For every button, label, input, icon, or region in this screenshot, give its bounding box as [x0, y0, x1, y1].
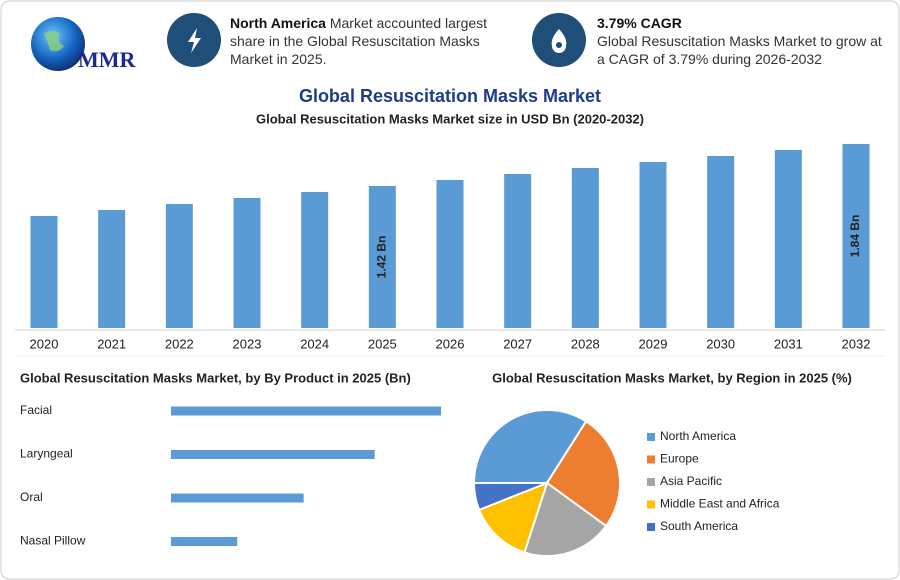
pie-slice [477, 481, 549, 554]
x-tick-label: 2028 [571, 336, 600, 351]
category-label: Nasal Pillow [20, 534, 86, 548]
logo-text: MMR [78, 47, 137, 72]
x-tick-label: 2024 [300, 336, 329, 351]
legend-label: North America [660, 429, 736, 443]
fact-text: Global Resuscitation Masks Market to gro… [597, 33, 882, 67]
bar [171, 450, 375, 459]
bar [30, 216, 58, 328]
legend-swatch [647, 523, 655, 531]
x-tick-label: 2025 [368, 336, 397, 351]
legend-swatch [647, 433, 655, 441]
legend-swatch [647, 500, 655, 509]
chart-title: Global Resuscitation Masks Market, by By… [20, 370, 411, 385]
fact-highlight: North America [230, 15, 326, 31]
bar [301, 192, 329, 328]
x-tick-label: 2027 [503, 336, 532, 351]
bolt-icon [188, 28, 201, 53]
x-tick-label: 2026 [436, 336, 465, 351]
bar [707, 156, 735, 328]
drop-icon-dot [556, 42, 562, 48]
x-tick-label: 2031 [774, 336, 803, 351]
value-label: 1.84 Bn [848, 215, 862, 258]
x-tick-label: 2029 [639, 336, 668, 351]
x-tick-label: 2023 [233, 336, 262, 351]
x-tick-label: 2021 [97, 336, 126, 351]
value-label: 1.42 Bn [375, 236, 389, 279]
bar [171, 493, 304, 503]
x-tick-label: 2030 [706, 336, 735, 351]
category-label: Laryngeal [20, 447, 73, 461]
pie-slice [472, 482, 548, 512]
x-tick-label: 2020 [30, 336, 59, 351]
bar [571, 168, 599, 328]
pie-slice [545, 419, 621, 528]
pie-slice [523, 481, 608, 557]
bar [639, 162, 667, 328]
drop-icon [551, 29, 567, 53]
bar [774, 150, 802, 328]
chart-title: Global Resuscitation Masks Market, by Re… [492, 370, 852, 385]
bar [171, 406, 441, 416]
x-tick-label: 2022 [165, 336, 194, 351]
legend-label: Asia Pacific [660, 474, 722, 488]
legend-swatch [647, 455, 655, 464]
chart-subtitle: Global Resuscitation Masks Market size i… [256, 111, 644, 126]
bar [233, 198, 261, 328]
fact-text: Market accounted largest share in the Gl… [230, 15, 488, 67]
category-label: Facial [20, 403, 52, 417]
legend-label: Europe [660, 452, 699, 466]
fact: North America Market accounted largest s… [230, 14, 510, 68]
main-title: Global Resuscitation Masks Market [299, 86, 601, 106]
x-tick-label: 2032 [842, 336, 871, 351]
bar [98, 210, 126, 328]
fact-highlight: 3.79% CAGR [597, 15, 682, 31]
legend-label: South America [660, 519, 738, 533]
bar [165, 204, 193, 328]
legend-swatch [647, 478, 655, 486]
bar [368, 186, 396, 328]
category-label: Oral [20, 490, 43, 504]
bar [504, 174, 532, 328]
fact: 3.79% CAGR Global Resuscitation Masks Mar… [597, 14, 887, 68]
logo-land [44, 31, 64, 52]
bar [171, 537, 238, 546]
legend-label: Middle East and Africa [660, 497, 780, 511]
bar [436, 180, 464, 328]
bar [842, 144, 870, 328]
